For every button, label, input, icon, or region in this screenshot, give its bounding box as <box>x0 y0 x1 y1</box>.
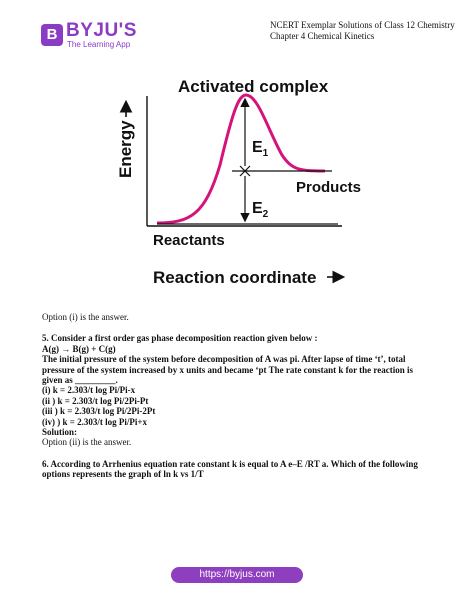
paragraph: (i) k = 2.303/t log Pi/Pi-x <box>42 385 136 396</box>
paragraph: (iii ) k = 2.303/t log Pi/2Pi-2Pt <box>42 406 156 417</box>
diagram: Activated complex Energy E1 E2 Products … <box>116 77 361 287</box>
logo-brand: BYJU'S <box>66 20 137 41</box>
e2-letter: E <box>252 200 263 217</box>
paragraph: The initial pressure of the system befor… <box>42 354 413 386</box>
products-label: Products <box>296 179 361 196</box>
reactants-label: Reactants <box>153 232 225 249</box>
peak-label: Activated complex <box>178 77 329 96</box>
logo-tagline: The Learning App <box>67 40 131 49</box>
energy-curve <box>156 93 326 225</box>
paragraph: Option (i) is the answer. <box>42 312 129 322</box>
e1-letter: E <box>252 139 263 156</box>
paragraph: (iv) ) k = 2.303/t log Pi/Pi+x <box>42 416 147 427</box>
paragraph: (ii ) k = 2.303/t log Pi/2Pi-Pt <box>42 395 149 406</box>
header-title: NCERT Exemplar Solutions of Class 12 Che… <box>270 20 455 30</box>
paragraph: 6. According to Arrhenius equation rate … <box>42 458 418 480</box>
header-subtitle: Chapter 4 Chemical Kinetics <box>270 31 375 41</box>
e1-sub: 1 <box>263 148 269 159</box>
body-text: Option (i) is the answer. 5. Consider a f… <box>42 312 434 480</box>
e2-label: E2 <box>252 200 269 220</box>
paragraph: 5. Consider a first order gas phase deco… <box>42 333 318 344</box>
footer-url: https://byjus.com <box>171 567 303 583</box>
x-axis-label: Reaction coordinate <box>153 268 316 287</box>
cross <box>239 165 251 177</box>
paragraph: A(g) → B(g) + C(g) <box>42 343 116 354</box>
e1-label: E1 <box>252 139 269 159</box>
e2-sub: 2 <box>263 209 269 220</box>
paragraph: Option (ii) is the answer. <box>42 437 132 448</box>
logo-icon: B <box>41 24 63 46</box>
paragraph: Solution: <box>42 427 78 438</box>
y-axis-label: Energy <box>116 120 135 178</box>
